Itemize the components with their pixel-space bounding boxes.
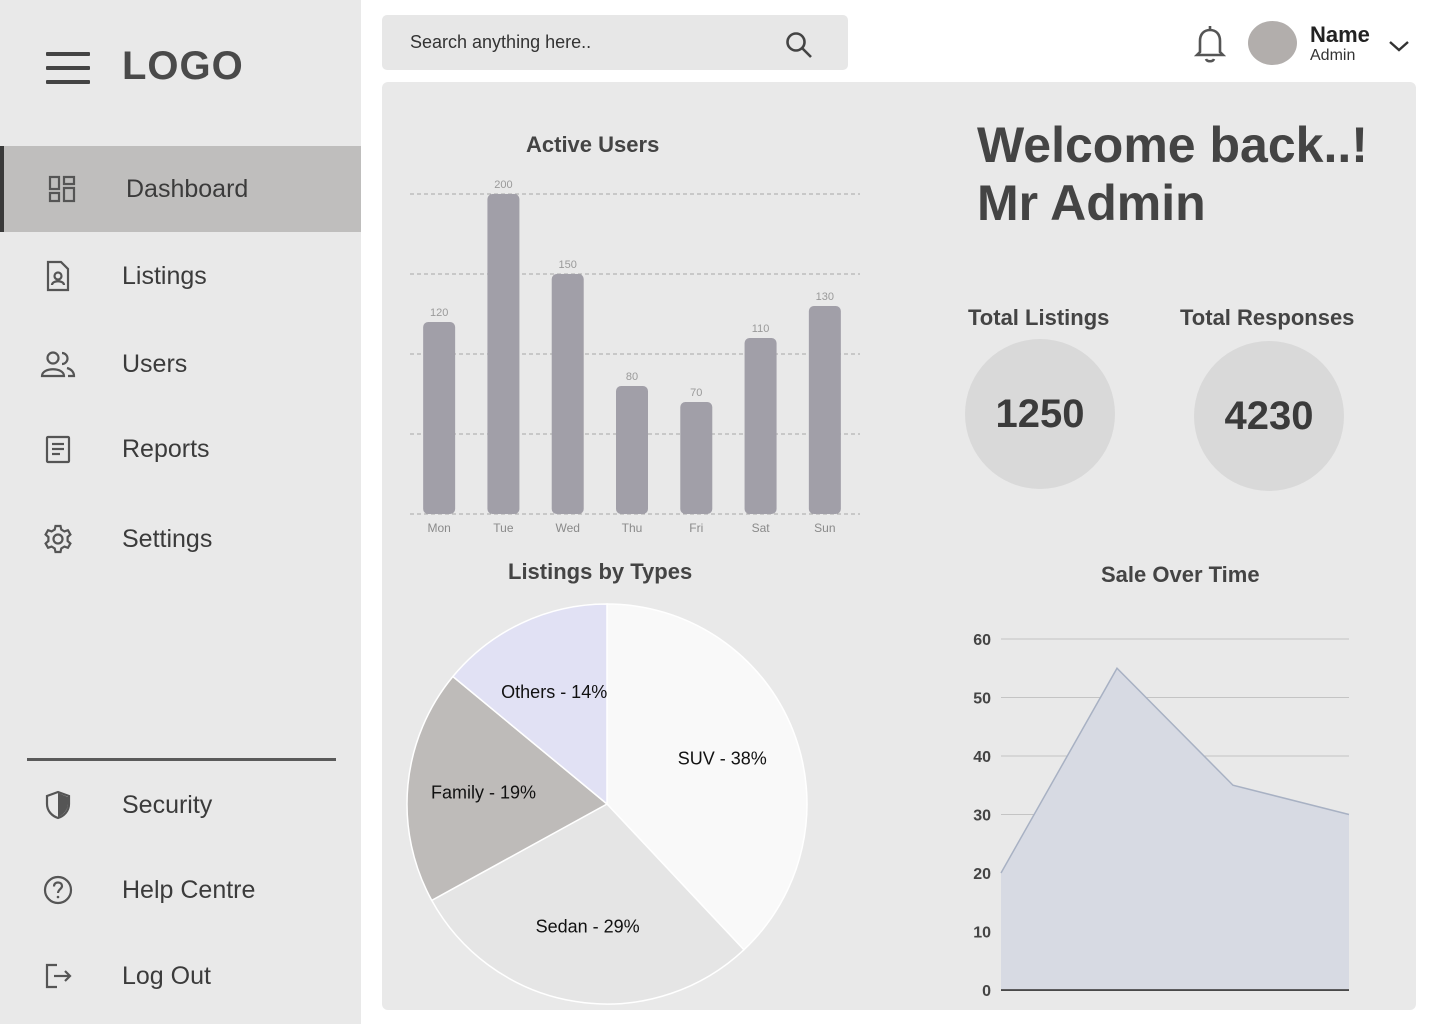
sidebar-item-label: Reports bbox=[122, 434, 210, 463]
bar bbox=[808, 306, 841, 514]
brand bbox=[46, 48, 90, 88]
sidebar-item-security[interactable]: Security bbox=[0, 762, 361, 848]
total-listings-label: Total Listings bbox=[968, 305, 1110, 330]
pie-slice bbox=[451, 603, 608, 806]
sidebar-divider bbox=[27, 758, 336, 761]
bar-value-label: 130 bbox=[816, 291, 834, 303]
area-chart-title: Sale Over Time bbox=[1101, 562, 1260, 587]
pie-slice-label: Family - 19% bbox=[431, 782, 536, 802]
sidebar-item-label: Users bbox=[122, 349, 188, 378]
dashboard-icon bbox=[44, 171, 80, 207]
sidebar-item-label: Dashboard bbox=[126, 174, 249, 203]
listings-icon bbox=[40, 258, 76, 294]
sale-over-time-area-chart: 0 10 20 30 40 50 60 bbox=[973, 632, 1350, 1000]
welcome-line-1: Welcome back..! bbox=[977, 117, 1368, 173]
gear-icon bbox=[40, 521, 76, 557]
bar bbox=[680, 402, 713, 514]
pie-slice bbox=[430, 803, 745, 1005]
help-icon bbox=[40, 872, 76, 908]
bar bbox=[744, 338, 777, 514]
user-name: Name bbox=[1310, 22, 1370, 47]
search-bar bbox=[382, 15, 848, 70]
total-responses-label: Total Responses bbox=[1180, 305, 1355, 330]
total-responses-value: 4230 bbox=[1194, 341, 1344, 491]
pie-slice bbox=[406, 675, 609, 902]
sidebar: LOGO Dashboard Listings Users bbox=[0, 0, 361, 1024]
pie-slice-label: SUV - 38% bbox=[678, 748, 767, 768]
sidebar-item-label: Security bbox=[122, 790, 213, 819]
notification-bell-icon[interactable] bbox=[1192, 22, 1228, 64]
total-listings-value: 1250 bbox=[965, 339, 1115, 489]
bar bbox=[551, 274, 584, 514]
shield-icon bbox=[40, 787, 76, 823]
users-icon bbox=[40, 346, 76, 382]
x-tick-label: Tue bbox=[493, 521, 514, 535]
sidebar-item-users[interactable]: Users bbox=[0, 321, 361, 407]
menu-icon[interactable] bbox=[46, 52, 90, 84]
x-tick-label: Wed bbox=[555, 521, 579, 535]
welcome-message: Welcome back..! Mr Admin bbox=[977, 116, 1368, 232]
pie-slice-label: Others - 14% bbox=[501, 682, 607, 702]
pie-slice bbox=[606, 603, 808, 951]
x-tick-label: Sat bbox=[752, 521, 771, 535]
logo: LOGO bbox=[122, 44, 244, 88]
y-tick-label: 0 bbox=[982, 983, 991, 1000]
bar-value-label: 110 bbox=[752, 323, 770, 335]
area-line bbox=[1000, 667, 1350, 874]
y-tick-label: 50 bbox=[973, 691, 991, 708]
area-fill bbox=[1001, 668, 1349, 990]
y-tick-label: 10 bbox=[973, 925, 991, 942]
sidebar-item-label: Help Centre bbox=[122, 875, 256, 904]
chevron-down-icon[interactable] bbox=[1387, 38, 1411, 54]
y-tick-label: 20 bbox=[973, 866, 991, 883]
sidebar-item-dashboard[interactable]: Dashboard bbox=[0, 146, 361, 232]
y-tick-label: 30 bbox=[973, 808, 991, 825]
avatar[interactable] bbox=[1248, 21, 1297, 65]
search-input[interactable] bbox=[382, 15, 782, 70]
bar-value-label: 120 bbox=[430, 307, 448, 319]
x-tick-label: Thu bbox=[622, 521, 643, 535]
bar-value-label: 80 bbox=[626, 371, 638, 383]
x-tick-label: Sun bbox=[814, 521, 835, 535]
sidebar-item-label: Settings bbox=[122, 524, 213, 553]
bar bbox=[423, 322, 456, 514]
sidebar-item-reports[interactable]: Reports bbox=[0, 406, 361, 492]
y-tick-label: 40 bbox=[973, 749, 991, 766]
bar bbox=[487, 194, 520, 514]
welcome-line-2: Mr Admin bbox=[977, 175, 1206, 231]
bar-value-label: 200 bbox=[494, 179, 512, 191]
sidebar-item-help-centre[interactable]: Help Centre bbox=[0, 847, 361, 933]
bar-value-label: 70 bbox=[690, 387, 702, 399]
sidebar-item-label: Log Out bbox=[122, 961, 211, 990]
bar bbox=[616, 386, 648, 514]
active-users-bar-chart: 120 Mon 200 Tue 150 Wed 80 Thu 70 Fri 110 Sat 130 Sun bbox=[410, 179, 860, 535]
reports-icon bbox=[40, 431, 76, 467]
sidebar-item-label: Listings bbox=[122, 261, 207, 290]
search-icon[interactable] bbox=[784, 30, 814, 60]
bar-value-label: 150 bbox=[559, 259, 577, 271]
x-tick-label: Mon bbox=[427, 521, 450, 535]
user-role: Admin bbox=[1310, 47, 1356, 64]
logout-icon bbox=[40, 958, 76, 994]
y-tick-label: 60 bbox=[973, 632, 991, 649]
pie-chart-title: Listings by Types bbox=[508, 559, 693, 584]
pie-slice-label: Sedan - 29% bbox=[536, 916, 640, 936]
sidebar-item-log-out[interactable]: Log Out bbox=[0, 933, 361, 1019]
bar-chart-title: Active Users bbox=[526, 132, 660, 157]
x-tick-label: Fri bbox=[689, 521, 703, 535]
listings-by-types-pie-chart: SUV - 38% Sedan - 29% Family - 19% Others -… bbox=[406, 603, 808, 1005]
sidebar-item-listings[interactable]: Listings bbox=[0, 233, 361, 319]
sidebar-item-settings[interactable]: Settings bbox=[0, 496, 361, 582]
